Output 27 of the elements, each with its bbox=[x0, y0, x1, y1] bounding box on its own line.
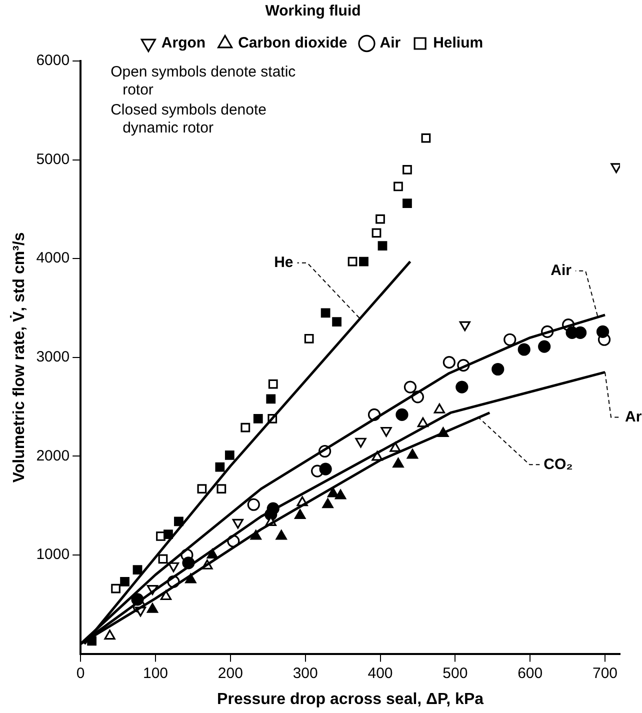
y-axis-title: Volumetric flow rate, V̇, std cm³/s bbox=[10, 232, 28, 483]
annotation: Closed symbols denote dynamic rotor bbox=[110, 102, 266, 137]
legend-label: Air bbox=[380, 34, 401, 52]
annotation: CO₂ bbox=[544, 456, 573, 473]
annotation: Air bbox=[550, 262, 572, 280]
x-tick-label: 400 bbox=[368, 664, 393, 682]
legend-label: Helium bbox=[433, 34, 484, 52]
y-tick-label: 3000 bbox=[36, 348, 70, 366]
legend-label: Carbon dioxide bbox=[238, 34, 348, 52]
y-tick-label: 6000 bbox=[36, 52, 70, 70]
annotation: Ar bbox=[625, 408, 642, 426]
x-tick-label: 0 bbox=[76, 664, 85, 682]
y-tick-label: 5000 bbox=[36, 150, 70, 168]
x-tick-label: 200 bbox=[218, 664, 243, 682]
x-tick-label: 600 bbox=[518, 664, 543, 682]
x-axis-title: Pressure drop across seal, ΔP, kPa bbox=[217, 690, 484, 708]
legend-label: Argon bbox=[161, 34, 206, 52]
x-tick-label: 300 bbox=[292, 664, 318, 682]
x-tick-label: 100 bbox=[142, 664, 168, 682]
x-tick-label: 700 bbox=[592, 664, 618, 682]
y-tick-label: 2000 bbox=[36, 447, 70, 464]
x-tick-label: 500 bbox=[442, 664, 468, 682]
legend-title: Working fluid bbox=[265, 2, 361, 20]
annotation: Open symbols denote static rotor bbox=[110, 64, 296, 99]
y-tick-label: 1000 bbox=[36, 546, 70, 564]
annotation: He bbox=[274, 254, 294, 272]
y-tick-label: 4000 bbox=[36, 250, 70, 267]
